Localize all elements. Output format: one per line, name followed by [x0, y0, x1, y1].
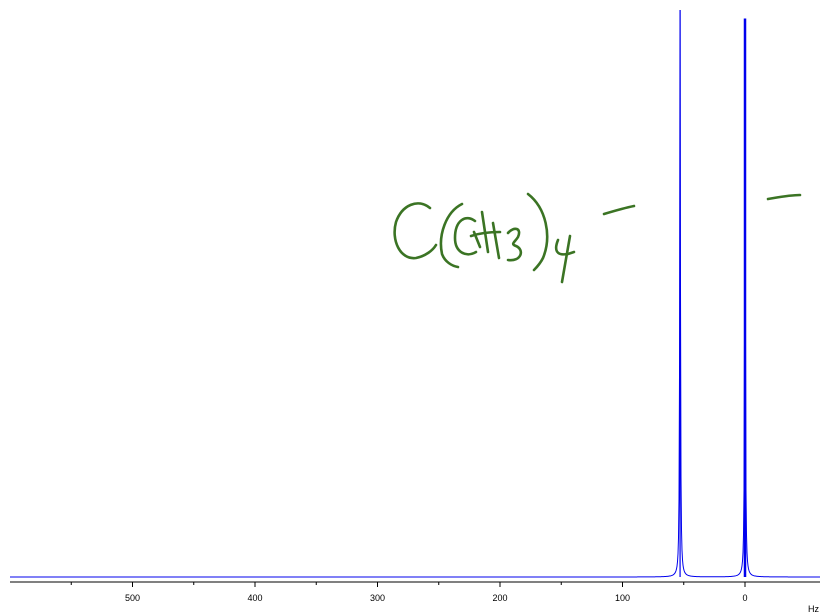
- x-tick-label: 400: [247, 593, 262, 603]
- x-tick-label: 0: [742, 593, 747, 603]
- x-tick-label: 200: [492, 593, 507, 603]
- x-axis-unit-label: Hz: [808, 604, 819, 614]
- handwritten-annotation: [393, 192, 802, 284]
- x-axis-tick-labels: 500 400 300 200 100 0: [125, 593, 748, 603]
- x-axis-ticks: [70, 582, 746, 587]
- spectrum-line: [10, 9, 820, 578]
- x-tick-label: 300: [370, 593, 385, 603]
- x-tick-label: 500: [125, 593, 140, 603]
- x-tick-label: 100: [615, 593, 630, 603]
